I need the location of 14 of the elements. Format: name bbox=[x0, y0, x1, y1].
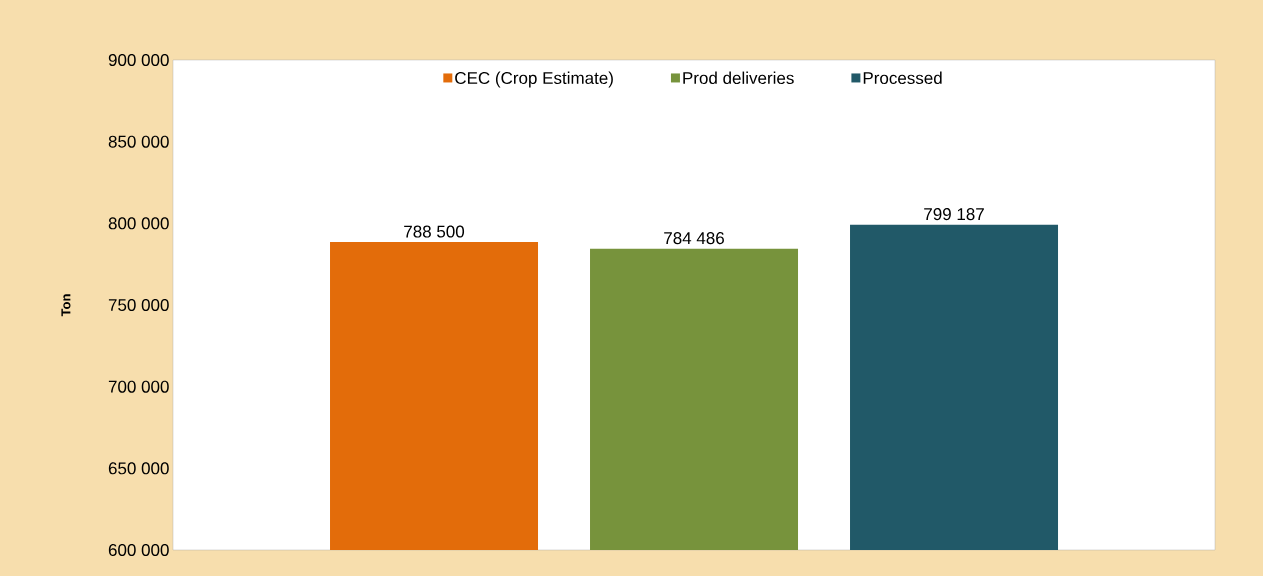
data-label: 784 486 bbox=[664, 232, 724, 245]
legend-label: CEC (Crop Estimate) bbox=[455, 71, 613, 88]
y-tick-label: 750 000 bbox=[108, 298, 169, 312]
y-tick-label: 900 000 bbox=[108, 53, 169, 67]
y-tick-label: 600 000 bbox=[108, 543, 169, 557]
legend-label: Processed bbox=[863, 71, 942, 85]
legend-label: Prod deliveries bbox=[683, 71, 794, 85]
y-tick-label: 700 000 bbox=[108, 380, 169, 393]
y-tick-label: 850 000 bbox=[108, 135, 169, 148]
y-tick-label: 650 000 bbox=[108, 462, 169, 475]
data-label: 788 500 bbox=[404, 225, 465, 238]
data-label: 799 187 bbox=[924, 208, 984, 221]
y-axis-title: Ton bbox=[61, 294, 71, 317]
y-tick-label: 800 000 bbox=[108, 217, 169, 230]
